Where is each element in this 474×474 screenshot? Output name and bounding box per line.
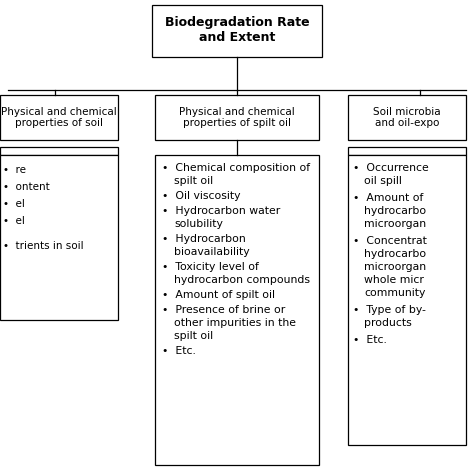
Text: •  Chemical composition of: • Chemical composition of xyxy=(162,163,310,173)
Text: •  Hydrocarbon: • Hydrocarbon xyxy=(162,234,246,244)
Text: Physical and chemical
properties of spilt oil: Physical and chemical properties of spil… xyxy=(179,107,295,128)
Text: microorgan: microorgan xyxy=(364,219,426,229)
Text: products: products xyxy=(364,318,412,328)
Text: •  Type of by-: • Type of by- xyxy=(353,305,426,315)
Text: •  el: • el xyxy=(3,199,25,209)
Text: solubility: solubility xyxy=(174,219,223,229)
FancyBboxPatch shape xyxy=(0,147,118,155)
Text: whole micr: whole micr xyxy=(364,275,424,285)
Text: Soil microbia
and oil-expo: Soil microbia and oil-expo xyxy=(373,107,441,128)
Text: spilt oil: spilt oil xyxy=(174,331,213,341)
Text: oil spill: oil spill xyxy=(364,176,402,186)
FancyBboxPatch shape xyxy=(152,5,322,57)
Text: hydrocarbon compounds: hydrocarbon compounds xyxy=(174,275,310,285)
Text: •  Toxicity level of: • Toxicity level of xyxy=(162,262,259,272)
Text: other impurities in the: other impurities in the xyxy=(174,318,296,328)
Text: •  Hydrocarbon water: • Hydrocarbon water xyxy=(162,206,280,216)
Text: spilt oil: spilt oil xyxy=(174,176,213,186)
Text: •  Presence of brine or: • Presence of brine or xyxy=(162,305,285,315)
Text: •  Amount of: • Amount of xyxy=(353,193,423,203)
Text: bioavailability: bioavailability xyxy=(174,247,250,257)
FancyBboxPatch shape xyxy=(348,155,466,445)
Text: Physical and chemical
properties of soil: Physical and chemical properties of soil xyxy=(1,107,117,128)
Text: •  Etc.: • Etc. xyxy=(353,335,387,345)
Text: hydrocarbo: hydrocarbo xyxy=(364,249,426,259)
FancyBboxPatch shape xyxy=(348,95,466,140)
FancyBboxPatch shape xyxy=(155,155,319,465)
Text: •  Concentrat: • Concentrat xyxy=(353,236,427,246)
FancyBboxPatch shape xyxy=(155,95,319,140)
Text: •  Amount of spilt oil: • Amount of spilt oil xyxy=(162,290,275,300)
FancyBboxPatch shape xyxy=(0,95,118,140)
Text: •  Etc.: • Etc. xyxy=(162,346,196,356)
Text: •  re: • re xyxy=(3,165,26,175)
Text: microorgan: microorgan xyxy=(364,262,426,272)
FancyBboxPatch shape xyxy=(0,155,118,320)
Text: •  Oil viscosity: • Oil viscosity xyxy=(162,191,240,201)
Text: Biodegradation Rate
and Extent: Biodegradation Rate and Extent xyxy=(164,16,310,44)
Text: community: community xyxy=(364,288,425,298)
Text: •  ontent: • ontent xyxy=(3,182,50,192)
Text: •  el: • el xyxy=(3,216,25,226)
Text: hydrocarbo: hydrocarbo xyxy=(364,206,426,216)
Text: •  Occurrence: • Occurrence xyxy=(353,163,429,173)
FancyBboxPatch shape xyxy=(348,147,466,155)
Text: •  trients in soil: • trients in soil xyxy=(3,241,83,251)
